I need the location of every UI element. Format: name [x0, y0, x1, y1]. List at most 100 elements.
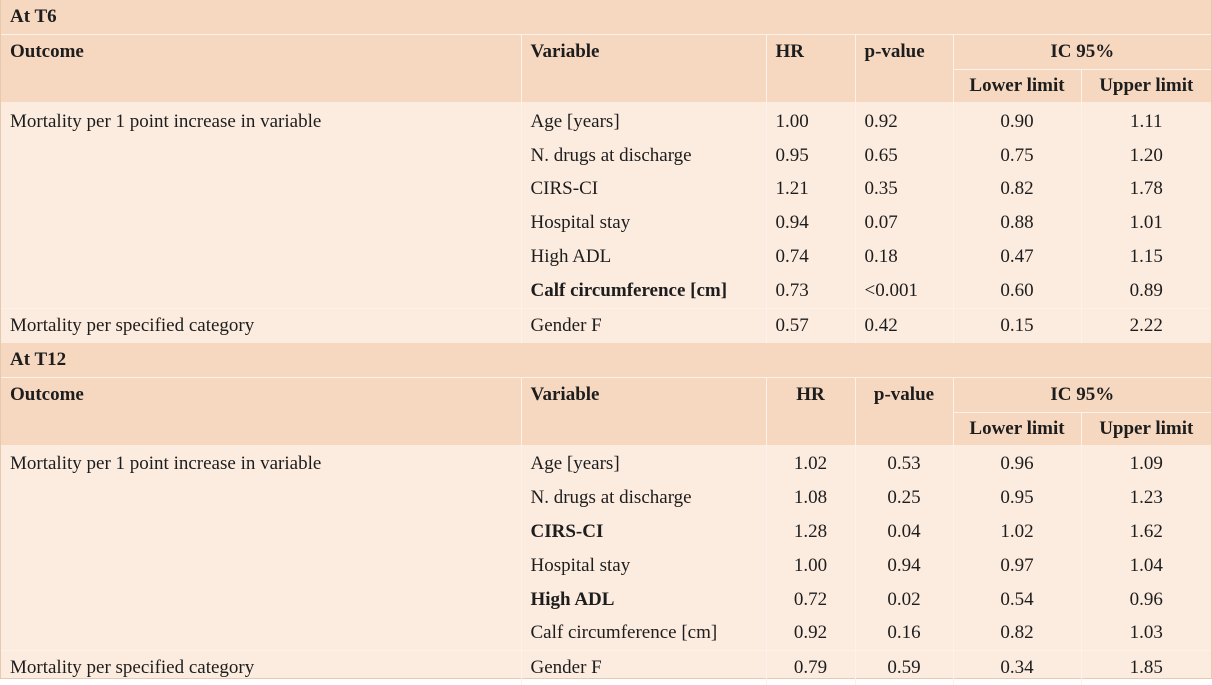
cell-hr: 1.28 [765, 515, 855, 549]
section-title: At T6 [1, 0, 1212, 35]
cell-variable: N. drugs at discharge [520, 138, 766, 173]
cell-p-value: 0.07 [854, 206, 953, 241]
cell-variable: N. drugs at discharge [520, 481, 766, 516]
cell-outcome [1, 583, 521, 617]
header-outcome: Outcome [1, 34, 521, 102]
cell-p-value: 0.16 [854, 616, 953, 651]
section-title: At T12 [1, 342, 1212, 378]
cell-upper-limit: 0.89 [1080, 273, 1212, 309]
cell-upper-limit: 1.85 [1080, 650, 1212, 685]
cell-p-value: 0.42 [854, 307, 953, 343]
cell-p-value: 0.92 [854, 102, 953, 139]
cell-variable: Hospital stay [520, 548, 766, 583]
cell-outcome [1, 173, 521, 207]
header-outcome: Outcome [1, 377, 521, 445]
cell-upper-limit: 1.09 [1080, 444, 1212, 482]
cell-upper-limit: 2.22 [1080, 307, 1212, 343]
table-row: Mortality per 1 point increase in variab… [1, 102, 1212, 139]
cell-upper-limit: 1.15 [1080, 240, 1212, 274]
cell-hr: 1.00 [765, 102, 855, 139]
cell-hr: 0.92 [765, 616, 855, 651]
cell-variable: CIRS-CI [520, 515, 766, 549]
cell-outcome: Mortality per specified category [1, 650, 521, 685]
cell-upper-limit: 0.96 [1080, 582, 1212, 617]
cell-outcome [1, 515, 521, 549]
cell-outcome [1, 139, 521, 173]
table-row: High ADL 0.72 0.02 0.54 0.96 [1, 582, 1212, 617]
cell-outcome [1, 206, 521, 240]
header-ic-95: IC 95% [952, 34, 1212, 70]
cell-variable: Gender F [520, 650, 766, 685]
subheader-row: Lower limit Upper limit [1, 412, 1212, 445]
table-row: CIRS-CI 1.28 0.04 1.02 1.62 [1, 515, 1212, 549]
cell-lower-limit: 0.75 [952, 138, 1081, 173]
section-title-row: At T6 [1, 0, 1212, 35]
cell-variable: Age [years] [520, 102, 766, 139]
cell-p-value: 0.35 [854, 172, 953, 207]
table-row: Hospital stay 1.00 0.94 0.97 1.04 [1, 548, 1212, 583]
cell-variable: Hospital stay [520, 206, 766, 241]
header-p-value: p-value [854, 34, 953, 102]
header-lower-limit: Lower limit [952, 412, 1081, 445]
cell-outcome [1, 549, 521, 583]
cell-upper-limit: 1.11 [1080, 102, 1212, 139]
cell-hr: 1.00 [765, 548, 855, 583]
cell-variable: Gender F [520, 307, 766, 343]
table-row: N. drugs at discharge 0.95 0.65 0.75 1.20 [1, 138, 1212, 173]
cell-outcome: Mortality per 1 point increase in variab… [10, 110, 322, 132]
cell-lower-limit: 0.54 [952, 582, 1081, 617]
cell-outcome: Mortality per 1 point increase in variab… [10, 453, 322, 475]
cell-hr: 0.72 [765, 582, 855, 617]
cell-p-value: 0.94 [854, 548, 953, 583]
header-row: Outcome Variable HR p-value IC 95% [1, 377, 1212, 445]
cell-variable: Calf circumference [cm] [520, 273, 766, 309]
header-variable: Variable [520, 377, 766, 445]
table-row: Mortality per 1 point increase in variab… [1, 444, 1212, 482]
cell-lower-limit: 0.90 [952, 102, 1081, 139]
cell-upper-limit: 1.04 [1080, 548, 1212, 583]
cell-hr: 1.08 [765, 481, 855, 516]
table-row: CIRS-CI 1.21 0.35 0.82 1.78 [1, 172, 1212, 207]
cell-p-value: 0.53 [854, 444, 953, 482]
table-row: Calf circumference [cm] 0.73 <0.001 0.60 0.8… [1, 273, 1212, 309]
table-row: Mortality per specified category Gender F… [1, 307, 1212, 343]
table-row: N. drugs at discharge 1.08 0.25 0.95 1.23 [1, 481, 1212, 516]
table-row: Mortality per specified category Gender F… [1, 650, 1212, 685]
cell-p-value: 0.02 [854, 582, 953, 617]
cell-lower-limit: 0.82 [952, 616, 1081, 651]
cell-outcome: Mortality per specified category [1, 307, 521, 343]
cell-variable: CIRS-CI [520, 172, 766, 207]
cell-lower-limit: 1.02 [952, 515, 1081, 549]
cell-hr: 0.94 [765, 206, 855, 241]
cell-lower-limit: 0.60 [952, 273, 1081, 309]
cell-p-value: 0.59 [854, 650, 953, 685]
cell-lower-limit: 0.97 [952, 548, 1081, 583]
cell-upper-limit: 1.20 [1080, 138, 1212, 173]
table-row: Hospital stay 0.94 0.07 0.88 1.01 [1, 206, 1212, 241]
cell-hr: 0.73 [765, 273, 855, 309]
cell-outcome [1, 481, 521, 515]
cell-hr: 1.02 [765, 444, 855, 482]
cell-hr: 0.79 [765, 650, 855, 685]
header-lower-limit: Lower limit [952, 69, 1081, 102]
cell-outcome [1, 240, 521, 274]
cell-hr: 1.21 [765, 172, 855, 207]
cell-upper-limit: 1.78 [1080, 172, 1212, 207]
cell-p-value: 0.25 [854, 481, 953, 516]
header-upper-limit: Upper limit [1080, 412, 1212, 445]
cell-hr: 0.95 [765, 138, 855, 173]
cell-upper-limit: 1.23 [1080, 481, 1212, 516]
cell-p-value: 0.65 [854, 138, 953, 173]
header-variable: Variable [520, 34, 766, 102]
header-hr: HR [765, 34, 855, 102]
cell-lower-limit: 0.34 [952, 650, 1081, 685]
cell-upper-limit: 1.01 [1080, 206, 1212, 241]
cell-lower-limit: 0.82 [952, 172, 1081, 207]
cell-lower-limit: 0.95 [952, 481, 1081, 516]
cell-outcome [1, 617, 521, 651]
cell-variable: Age [years] [520, 444, 766, 482]
cell-outcome [1, 274, 521, 308]
cell-hr: 0.74 [765, 240, 855, 274]
section-title-row: At T12 [1, 342, 1212, 378]
